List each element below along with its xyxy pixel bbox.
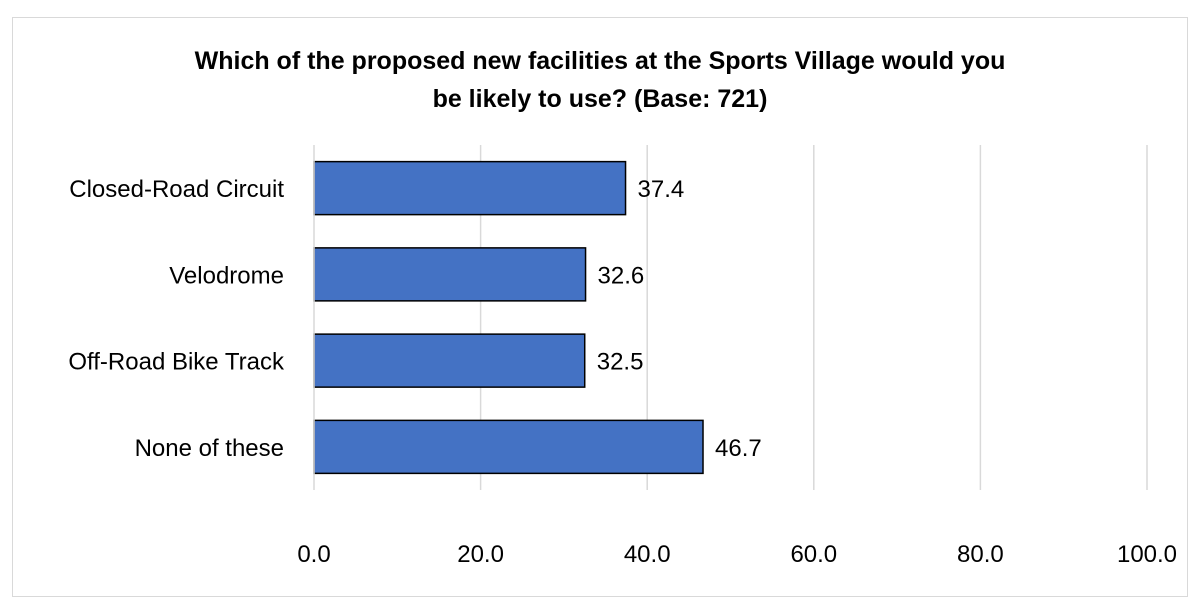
x-tick-label: 60.0 — [790, 541, 837, 568]
category-label: Closed-Road Circuit — [69, 176, 284, 203]
chart-frame — [12, 17, 1188, 597]
bar-chart: Closed-Road Circuit Velodrome Off-Road Bik… — [68, 145, 1177, 568]
chart-title: Which of the proposed new facilities at … — [0, 42, 1200, 118]
x-tick-label: 100.0 — [1117, 541, 1177, 568]
category-labels: Closed-Road Circuit Velodrome Off-Road Bik… — [68, 176, 285, 462]
x-tick-label: 40.0 — [624, 541, 671, 568]
chart-title-line-2: be likely to use? (Base: 721) — [432, 85, 768, 113]
x-tick-labels: 0.0 20.0 40.0 60.0 80.0 100.0 — [297, 541, 1177, 568]
data-label: 32.5 — [597, 349, 644, 376]
x-tick-label: 80.0 — [957, 541, 1004, 568]
bars — [313, 160, 704, 475]
x-tick-label: 0.0 — [297, 541, 330, 568]
category-label: Off-Road Bike Track — [68, 349, 285, 376]
data-label: 37.4 — [638, 176, 685, 203]
bar — [313, 160, 627, 216]
bar — [313, 333, 586, 388]
data-label: 46.7 — [715, 435, 762, 462]
bar — [313, 247, 587, 302]
data-label: 32.6 — [598, 262, 645, 289]
category-label: None of these — [135, 435, 284, 462]
x-tick-label: 20.0 — [457, 541, 504, 568]
chart-title-line-1: Which of the proposed new facilities at … — [194, 47, 1006, 75]
bar — [313, 419, 704, 475]
category-label: Velodrome — [169, 262, 284, 289]
data-labels: 37.4 32.6 32.5 46.7 — [597, 176, 762, 462]
